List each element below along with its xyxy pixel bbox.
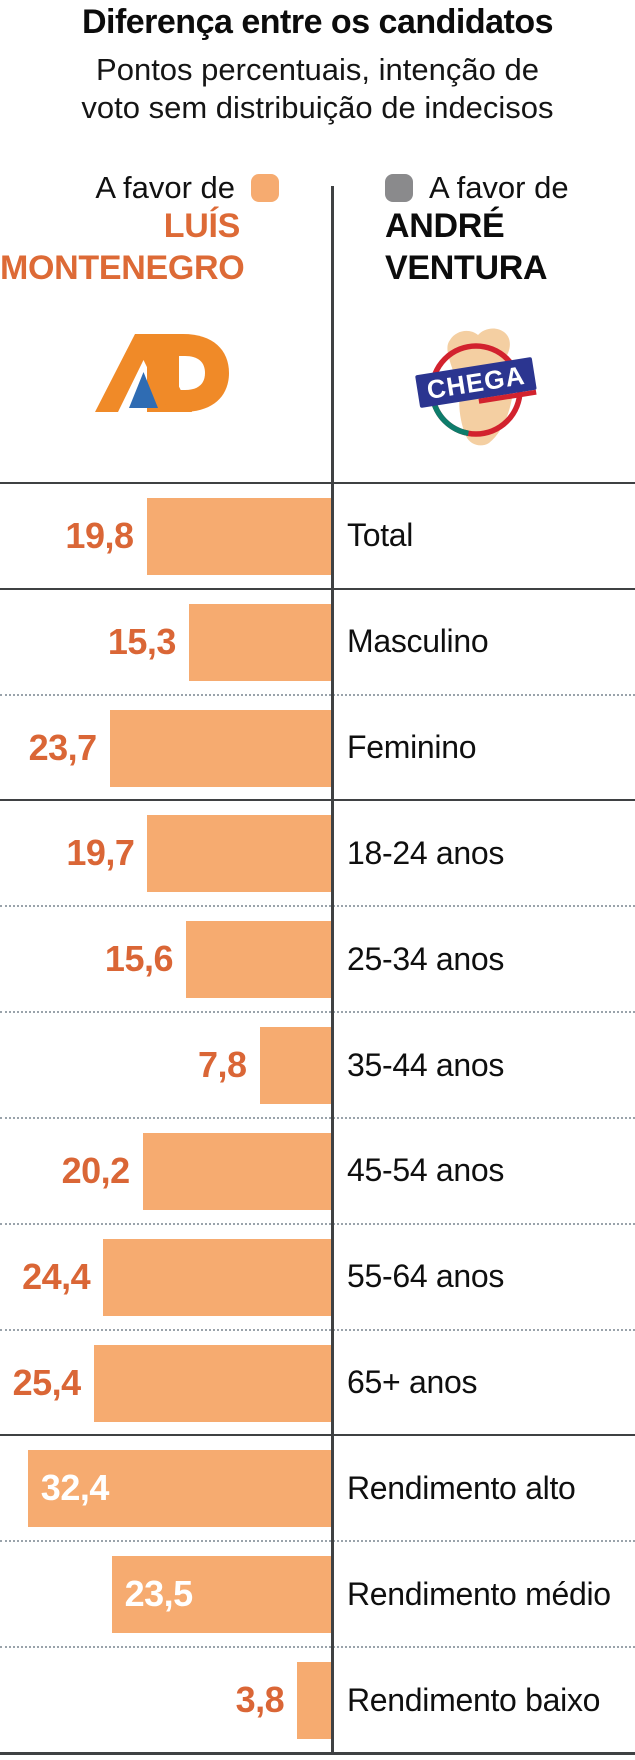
bar (103, 1238, 333, 1316)
bar-value-label: 23,5 (124, 1573, 194, 1615)
axis-divider-line (331, 186, 334, 1754)
bar (27, 1450, 333, 1528)
chart-row: 20,2 45-54 anos (0, 1116, 635, 1223)
legend-ventura-name-line1: ANDRÉ (385, 207, 505, 245)
chart-row: 3,8 Rendimento baixo (0, 1646, 635, 1752)
bar (186, 921, 333, 999)
category-label: Rendimento baixo (347, 1681, 601, 1718)
legend-montenegro: A favor de (0, 164, 279, 212)
bar (111, 1556, 333, 1634)
ad-party-logo-icon (95, 334, 229, 412)
legend-montenegro-prefix: A favor de (95, 170, 235, 205)
bar-value-label: 23,7 (28, 726, 98, 768)
chart-row: 15,3 Masculino (0, 587, 635, 694)
bar-value-label: 15,3 (107, 620, 177, 662)
legend-montenegro-name-line2: MONTENEGRO (0, 249, 245, 287)
category-label: Rendimento alto (347, 1469, 576, 1506)
chega-party-logo-icon: CHEGA (415, 328, 537, 446)
chart-row: 7,8 35-44 anos (0, 1011, 635, 1117)
chart-row: 24,4 55-64 anos (0, 1222, 635, 1329)
bar (188, 603, 333, 681)
bar (259, 1027, 333, 1105)
category-label: 35-44 anos (347, 1046, 505, 1083)
category-label: Feminino (347, 729, 477, 766)
bar-value-label: 19,8 (65, 514, 134, 556)
category-label: Total (347, 517, 414, 554)
category-label: 45-54 anos (347, 1152, 505, 1189)
bar-value-label: 24,4 (22, 1255, 91, 1297)
bar (297, 1662, 333, 1740)
montenegro-color-swatch-icon (251, 174, 279, 202)
bar-value-label: 20,2 (61, 1149, 131, 1191)
chart-title: Diferença entre os candidatos (81, 3, 554, 41)
chart-row: 32,4 Rendimento alto (0, 1434, 635, 1540)
chart-row: 25,4 65+ anos (0, 1328, 635, 1435)
legend-ventura: A favor de (385, 164, 569, 212)
chart-subtitle-line2: voto sem distribuição de indecisos (81, 90, 554, 125)
bar-value-label: 25,4 (12, 1361, 82, 1403)
legend-ventura-prefix: A favor de (429, 170, 569, 205)
bar (146, 498, 333, 575)
category-label: 18-24 anos (347, 834, 505, 871)
category-label: Rendimento médio (347, 1575, 611, 1612)
chart-row: 19,8 Total (0, 482, 635, 588)
category-label: Masculino (347, 623, 489, 660)
header: Diferença entre os candidatos Pontos per… (0, 0, 635, 127)
category-label: 55-64 anos (347, 1258, 505, 1295)
bar-value-label: 19,7 (66, 832, 135, 874)
bar (93, 1344, 333, 1422)
ventura-color-swatch-icon (385, 174, 413, 202)
bar-value-label: 32,4 (40, 1467, 110, 1509)
bar (109, 709, 333, 787)
legend-montenegro-name-line1: LUÍS (163, 207, 241, 245)
legend-ventura-name-line2: VENTURA (385, 249, 548, 287)
chart-row: 19,7 18-24 anos (0, 799, 635, 905)
chart-row: 15,6 25-34 anos (0, 905, 635, 1011)
chart-subtitle-line1: Pontos percentuais, intenção de (96, 52, 539, 87)
chart-rows: 19,8 Total 15,3 Masculino 23,7 Feminino … (0, 482, 635, 1752)
bar (147, 815, 333, 893)
bar-value-label: 7,8 (197, 1044, 247, 1086)
bar-chart: 19,8 Total 15,3 Masculino 23,7 Feminino … (0, 482, 635, 1755)
chart-row: 23,5 Rendimento médio (0, 1540, 635, 1646)
bar-value-label: 3,8 (235, 1679, 285, 1721)
bar (142, 1132, 333, 1210)
category-label: 65+ anos (347, 1364, 478, 1401)
category-label: 25-34 anos (347, 940, 505, 977)
chart-row: 23,7 Feminino (0, 693, 635, 800)
bar-value-label: 15,6 (104, 938, 174, 980)
